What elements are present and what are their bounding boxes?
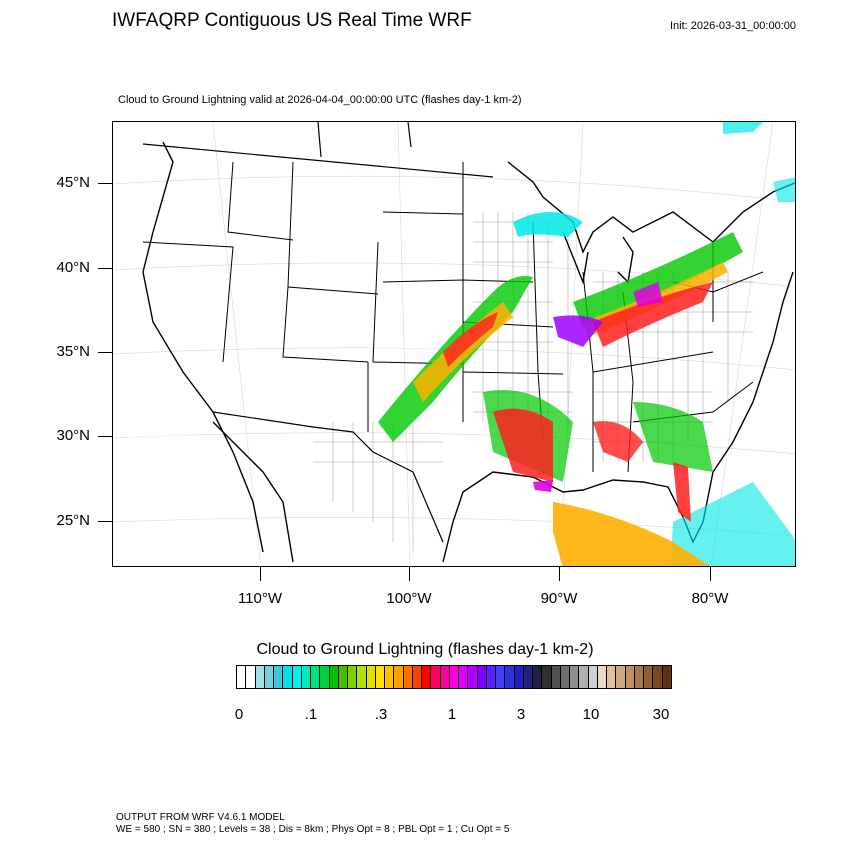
colorbar-swatch [274, 666, 284, 688]
lat-tick [98, 436, 112, 437]
colorbar-label: .3 [374, 706, 388, 723]
colorbar-swatch [292, 666, 302, 688]
colorbar-swatch [468, 666, 478, 688]
colorbar-swatch [357, 666, 367, 688]
colorbar-swatch [366, 666, 376, 688]
lon-tick [710, 567, 711, 581]
colorbar-swatch [440, 666, 450, 688]
colorbar [236, 665, 672, 689]
colorbar-label: 1 [447, 706, 457, 723]
colorbar-swatch [644, 666, 654, 688]
colorbar-swatch [551, 666, 561, 688]
colorbar-swatch [607, 666, 617, 688]
colorbar-swatch [329, 666, 339, 688]
colorbar-swatch [311, 666, 321, 688]
lon-tick [260, 567, 261, 581]
colorbar-swatch [422, 666, 432, 688]
colorbar-swatch [634, 666, 644, 688]
colorbar-swatch [486, 666, 496, 688]
lon-label-80: 80°W [691, 590, 729, 607]
colorbar-swatch [301, 666, 311, 688]
colorbar-swatch [597, 666, 607, 688]
colorbar-swatch [283, 666, 293, 688]
colorbar-swatch [255, 666, 265, 688]
colorbar-title: Cloud to Ground Lightning (flashes day-1… [256, 641, 594, 658]
colorbar-swatch [533, 666, 543, 688]
lat-label-40: 40°N [56, 259, 90, 276]
lon-label-90: 90°W [540, 590, 578, 607]
colorbar-swatch [496, 666, 506, 688]
colorbar-label: 10 [582, 706, 600, 723]
colorbar-swatch [662, 666, 671, 688]
colorbar-label: .1 [304, 706, 318, 723]
colorbar-swatch [477, 666, 487, 688]
colorbar-swatch [385, 666, 395, 688]
colorbar-swatch [394, 666, 404, 688]
colorbar-label: 3 [516, 706, 526, 723]
colorbar-swatch [412, 666, 422, 688]
init-time-label: Init: 2026-03-31_00:00:00 [670, 20, 796, 32]
colorbar-swatch [570, 666, 580, 688]
map-canvas [113, 122, 795, 566]
lon-label-100: 100°W [386, 590, 432, 607]
main-title: IWFAQRP Contiguous US Real Time WRF [112, 10, 472, 31]
lat-tick [98, 268, 112, 269]
lat-label-30: 30°N [56, 427, 90, 444]
coastlines [142, 141, 795, 563]
colorbar-swatch [237, 666, 247, 688]
country-borders [142, 122, 494, 543]
colorbar-swatch [588, 666, 598, 688]
lightning-map [112, 121, 796, 567]
colorbar-swatch [338, 666, 348, 688]
colorbar-swatch [560, 666, 570, 688]
colorbar-swatch [505, 666, 515, 688]
plot-subtitle: Cloud to Ground Lightning valid at 2026-… [118, 94, 522, 106]
lightning-field [378, 122, 795, 566]
colorbar-label: 30 [652, 706, 670, 723]
colorbar-swatch [579, 666, 589, 688]
lon-tick [409, 567, 410, 581]
lat-label-35: 35°N [56, 343, 90, 360]
colorbar-swatch [375, 666, 385, 688]
colorbar-swatch [459, 666, 469, 688]
colorbar-swatch [542, 666, 552, 688]
colorbar-label: 0 [234, 706, 244, 723]
lat-label-45: 45°N [56, 174, 90, 191]
colorbar-swatch [320, 666, 330, 688]
colorbar-swatch [653, 666, 663, 688]
colorbar-swatch [616, 666, 626, 688]
lat-tick [98, 183, 112, 184]
colorbar-swatch [246, 666, 256, 688]
colorbar-swatch [431, 666, 441, 688]
colorbar-swatch [514, 666, 524, 688]
colorbar-swatch [264, 666, 274, 688]
model-info-line1: OUTPUT FROM WRF V4.6.1 MODEL [116, 812, 285, 823]
lon-label-110: 110°W [237, 590, 283, 607]
colorbar-swatch [403, 666, 413, 688]
colorbar-swatch [625, 666, 635, 688]
model-info-line2: WE = 580 ; SN = 380 ; Levels = 38 ; Dis … [116, 824, 510, 835]
colorbar-swatch [523, 666, 533, 688]
lon-tick [559, 567, 560, 581]
lat-label-25: 25°N [56, 512, 90, 529]
colorbar-swatch [449, 666, 459, 688]
lat-tick [98, 352, 112, 353]
lat-tick [98, 521, 112, 522]
colorbar-swatch [348, 666, 358, 688]
